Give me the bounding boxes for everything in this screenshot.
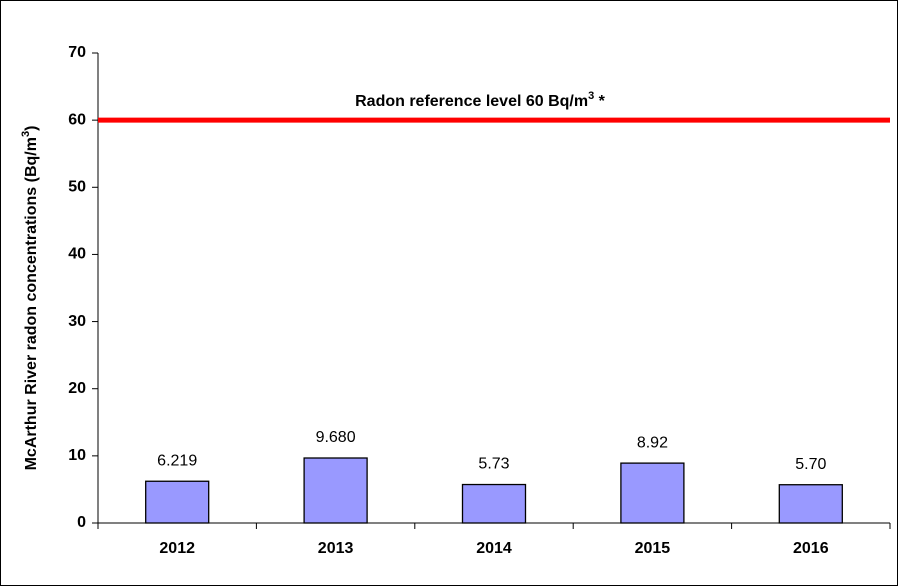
- y-tick-label: 20: [68, 380, 86, 397]
- bar: [778, 484, 843, 524]
- x-tick-label: 2013: [318, 540, 354, 557]
- y-axis-title-suffix: ): [23, 126, 40, 131]
- bar: [145, 480, 210, 524]
- value-label: 5.70: [795, 456, 826, 473]
- y-axis-title-text: McArthur River radon concentrations (Bq/…: [23, 137, 40, 470]
- bar: [461, 483, 527, 524]
- value-label: 5.73: [478, 456, 509, 473]
- y-tick-label: 40: [68, 246, 86, 263]
- bar: [620, 462, 685, 524]
- y-tick-label: 70: [68, 44, 86, 61]
- x-tick-label: 2015: [635, 540, 671, 557]
- y-tick-label: 0: [77, 514, 86, 531]
- annotation-superscript: 3: [588, 90, 594, 102]
- y-axis-title-superscript: 3: [20, 131, 32, 137]
- y-tick-label: 10: [68, 447, 86, 464]
- annotation: Radon reference level 60 Bq/m3 *: [355, 90, 606, 110]
- y-tick-label: 60: [68, 111, 86, 128]
- value-label: 6.219: [157, 452, 197, 469]
- x-tick-label: 2012: [159, 540, 195, 557]
- value-label: 8.92: [637, 434, 668, 451]
- x-tick-label: 2016: [793, 540, 829, 557]
- x-tick-label: 2014: [476, 540, 512, 557]
- y-tick-label: 30: [68, 313, 86, 330]
- bar: [303, 457, 368, 524]
- y-axis-title: McArthur River radon concentrations (Bq/…: [20, 126, 40, 471]
- annotation-text: Radon reference level 60 Bq/m: [355, 93, 588, 110]
- annotation-suffix: *: [594, 93, 605, 110]
- y-tick-label: 50: [68, 179, 86, 196]
- value-label: 9.680: [316, 429, 356, 446]
